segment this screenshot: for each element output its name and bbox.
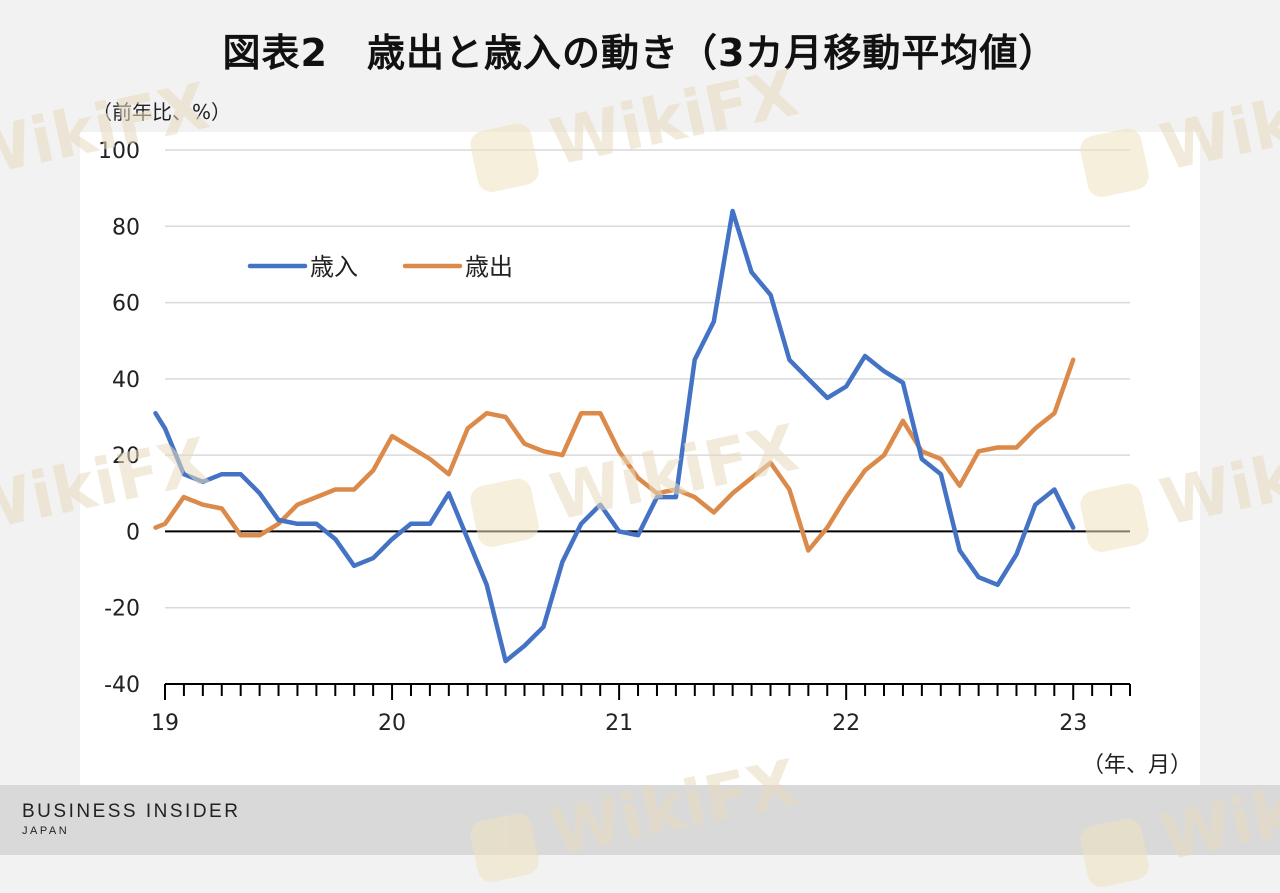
y-tick-label: -40 [104,673,140,698]
x-tick-label: 20 [378,711,406,736]
legend-label: 歳出 [465,253,513,281]
legend-label: 歳入 [310,253,358,281]
y-tick-label: 80 [112,215,140,240]
y-tick-label: 0 [126,520,140,545]
x-tick-label: 19 [151,711,179,736]
y-tick-label: 40 [112,368,140,393]
y-tick-label: -20 [104,597,140,622]
y-axis-unit-label: （前年比、%） [92,100,232,124]
x-tick-label: 21 [605,711,633,736]
watermark-logo-icon [1077,816,1152,890]
x-axis-unit-label: （年、月） [1082,753,1192,778]
y-tick-label: 100 [98,139,140,164]
y-tick-label: 60 [112,292,140,317]
chart-title: 図表2 歳出と歳入の動き（3カ月移動平均値） [222,31,1058,75]
plot-area: -40 -20 0 20 40 60 80 100 19 20 21 22 23 （年、月） 歳入 歳出 [80,132,1200,785]
brand-logo: BUSINESS INSIDER [22,801,241,822]
x-tick-label: 23 [1059,711,1087,736]
y-tick-label: 20 [112,444,140,469]
line-chart: -40 -20 0 20 40 60 80 100 19 20 21 22 23 （年、月） 歳入 歳出 [98,139,1192,778]
watermark-logo-icon [467,811,542,885]
footer: BUSINESS INSIDER JAPAN WikiFX WikiFX [0,746,1280,890]
brand-logo-sub: JAPAN [22,825,70,837]
x-tick-label: 22 [832,711,860,736]
series-line-revenue [153,208,1076,664]
